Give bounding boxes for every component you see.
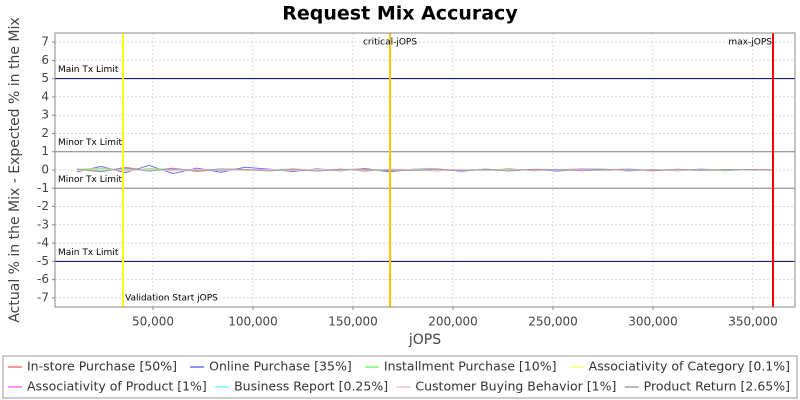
- y-tick-label: 4: [41, 89, 49, 103]
- legend-item: Customer Buying Behavior [1%]: [396, 379, 616, 394]
- plot-border: [54, 32, 796, 308]
- x-tick-label: 150,000: [328, 315, 378, 329]
- x-tick-label: 250,000: [528, 315, 578, 329]
- legend-item: Business Report [0.25%]: [215, 379, 388, 394]
- legend-label: Product Return [2.65%]: [644, 379, 790, 394]
- legend-box: [2, 355, 798, 399]
- chart-title: Request Mix Accuracy: [282, 3, 518, 25]
- reference-label: Main Tx Limit: [58, 248, 119, 258]
- x-tick-label: 350,000: [728, 315, 778, 329]
- y-tick-label: 1: [41, 144, 49, 158]
- legend-label: In-store Purchase [50%]: [27, 359, 177, 374]
- x-tick-label: 300,000: [628, 315, 678, 329]
- legend-label: Business Report [0.25%]: [234, 379, 388, 394]
- reference-label: max-jOPS: [728, 38, 772, 48]
- y-tick-label: 3: [41, 108, 49, 122]
- reference-label: critical-jOPS: [363, 38, 417, 48]
- series-line: [76, 167, 774, 172]
- legend-label: Customer Buying Behavior [1%]: [415, 379, 616, 394]
- y-tick-label: 0: [41, 163, 49, 177]
- x-tick-label: 200,000: [428, 315, 478, 329]
- y-tick-label: -4: [37, 236, 49, 250]
- x-tick-label: 50,000: [132, 315, 174, 329]
- legend-item: Installment Purchase [10%]: [364, 359, 557, 374]
- y-tick-label: 2: [41, 126, 49, 140]
- y-tick-label: -3: [37, 217, 49, 231]
- legend-item: In-store Purchase [50%]: [8, 359, 177, 374]
- x-tick-label: 100,000: [228, 315, 278, 329]
- y-tick-label: 7: [41, 35, 49, 49]
- legend-item: Associativity of Category [0.1%]: [569, 359, 790, 374]
- legend-label: Associativity of Category [0.1%]: [589, 359, 790, 374]
- legend-item: Product Return [2.65%]: [624, 379, 790, 394]
- y-tick-label: -6: [37, 272, 49, 286]
- y-tick-label: 5: [41, 71, 49, 85]
- y-tick-label: -2: [37, 199, 49, 213]
- reference-label: Minor Tx Limit: [58, 138, 123, 148]
- y-tick-label: -7: [37, 290, 49, 304]
- y-tick-label: 6: [41, 53, 49, 67]
- y-tick-label: -1: [37, 181, 49, 195]
- y-axis-label: Actual % in the Mix - Expected % in the …: [7, 17, 23, 322]
- legend-label: Online Purchase [35%]: [209, 359, 352, 374]
- legend-item: Online Purchase [35%]: [190, 359, 352, 374]
- legend-label: Associativity of Product [1%]: [27, 379, 207, 394]
- reference-label: Validation Start jOPS: [125, 294, 218, 304]
- x-axis-label: jOPS: [408, 332, 441, 348]
- reference-label: Minor Tx Limit: [58, 175, 123, 185]
- legend-label: Installment Purchase [10%]: [384, 359, 557, 374]
- reference-label: Main Tx Limit: [58, 65, 119, 75]
- legend-item: Associativity of Product [1%]: [8, 379, 207, 394]
- y-tick-label: -5: [37, 254, 49, 268]
